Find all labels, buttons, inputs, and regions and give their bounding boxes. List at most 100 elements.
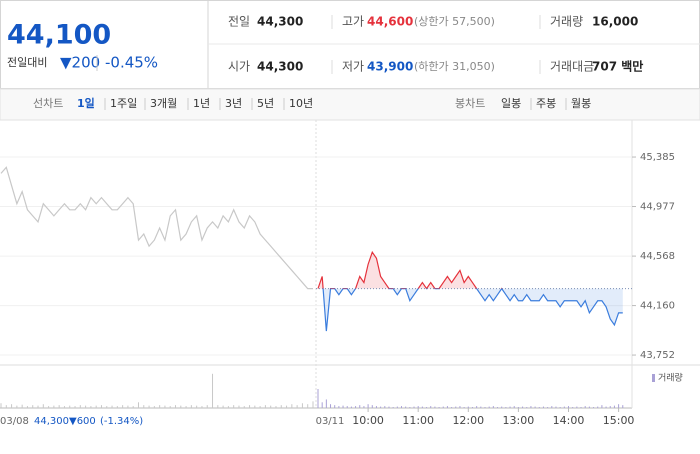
info-value: 707 백만 (592, 59, 643, 74)
tab[interactable]: 3개월 (150, 97, 177, 110)
volume-bar (622, 405, 624, 408)
tab[interactable]: 일봉 (501, 96, 521, 110)
volume-bar (254, 405, 256, 408)
tab-group-label: 봉차트 (455, 97, 485, 110)
volume-bar (451, 407, 453, 408)
volume-bar (471, 407, 473, 408)
volume-bar (401, 406, 402, 408)
volume-bar (190, 405, 192, 408)
volume-bar (148, 405, 150, 408)
volume-bar (74, 406, 76, 408)
tab[interactable]: 1년 (193, 97, 210, 110)
change-label: 전일대비 (7, 55, 47, 69)
tab[interactable]: 5년 (257, 97, 274, 110)
volume-bar (227, 406, 229, 408)
volume-bar (325, 399, 327, 408)
tab[interactable]: 3년 (225, 97, 242, 110)
volume-bar (5, 405, 7, 408)
volume-bar (555, 406, 557, 408)
volume-bar (459, 406, 461, 408)
info-label: 고가 (342, 15, 364, 29)
volume-bar (538, 407, 540, 408)
volume-bar (476, 406, 478, 408)
volume-bar (342, 405, 344, 408)
volume-bar (26, 406, 28, 408)
volume-bar (405, 406, 407, 408)
volume-bar (122, 405, 124, 408)
volume-bar (301, 403, 303, 408)
prev-close: 44,300 (34, 416, 69, 427)
volume-bar (584, 406, 586, 408)
volume-bar (58, 405, 60, 408)
volume-bar (505, 407, 507, 408)
tab[interactable]: 1주일 (110, 96, 137, 110)
volume-bar (106, 406, 108, 408)
x-tick-label: 10:00 (352, 414, 384, 427)
volume-bar (53, 405, 55, 408)
volume-bar (392, 407, 394, 408)
volume-bar (175, 405, 177, 408)
volume-bar (484, 407, 486, 408)
y-tick-label: 45,385 (640, 152, 675, 163)
tab[interactable]: 월봉 (571, 97, 591, 110)
volume-bar (517, 407, 519, 408)
volume-bar (618, 404, 620, 408)
volume-bar (467, 406, 469, 408)
volume-bar (338, 406, 340, 408)
volume-bar (593, 407, 595, 408)
volume-bar (375, 406, 377, 408)
x-tick-label: 03/11 (316, 416, 345, 427)
volume-bar (359, 405, 361, 408)
volume-bar (559, 407, 561, 408)
volume-bar (48, 406, 50, 408)
volume-bar (222, 405, 224, 408)
info-value: 44,300 (257, 60, 303, 74)
volume-bar (217, 405, 219, 408)
volume-bar (363, 406, 365, 408)
volume-bar (534, 406, 536, 408)
volume-bar (32, 405, 34, 408)
change: ▼200 (60, 54, 100, 72)
volume-bar (409, 407, 411, 408)
volume-bar (206, 405, 208, 408)
volume-bar (21, 404, 23, 408)
volume-bar (350, 406, 352, 408)
volume-bar (312, 401, 314, 408)
volume-bar (69, 405, 71, 408)
volume-bar (513, 406, 515, 408)
x-tick-label: 15:00 (603, 414, 635, 427)
volume-bar (212, 373, 214, 408)
volume-bar (264, 405, 266, 408)
volume-bar (37, 405, 39, 408)
tab[interactable]: 10년 (289, 97, 313, 110)
volume-bar (501, 406, 503, 408)
volume-bar (588, 406, 590, 408)
volume-bar (321, 402, 323, 408)
y-tick-label: 43,752 (640, 350, 675, 361)
volume-bar (233, 405, 235, 408)
x-tick-label: 12:00 (452, 414, 484, 427)
tab-group-label: 선차트 (33, 97, 63, 110)
y-tick-label: 44,160 (640, 301, 675, 312)
volume-bar (259, 406, 261, 408)
volume-bar (438, 407, 440, 408)
volume-bar (488, 406, 490, 408)
volume-bar (63, 406, 65, 408)
info-value: 44,300 (257, 15, 303, 29)
volume-bar (442, 406, 444, 408)
tab[interactable]: 주봉 (536, 97, 556, 110)
volume-bar (388, 406, 390, 408)
info-label: 거래대금 (550, 60, 594, 74)
volume-bar (334, 405, 336, 408)
tab[interactable]: 1일 (77, 96, 95, 110)
volume-bar (542, 406, 544, 408)
volume-bar (307, 404, 309, 408)
info-label: 저가 (342, 60, 364, 74)
today-line (317, 250, 623, 332)
volume-bar (291, 404, 293, 408)
volume-bar (497, 407, 499, 408)
volume-bar (79, 405, 81, 408)
volume-bar (421, 406, 423, 408)
volume-bar (0, 403, 2, 408)
volume-bar (509, 406, 511, 408)
